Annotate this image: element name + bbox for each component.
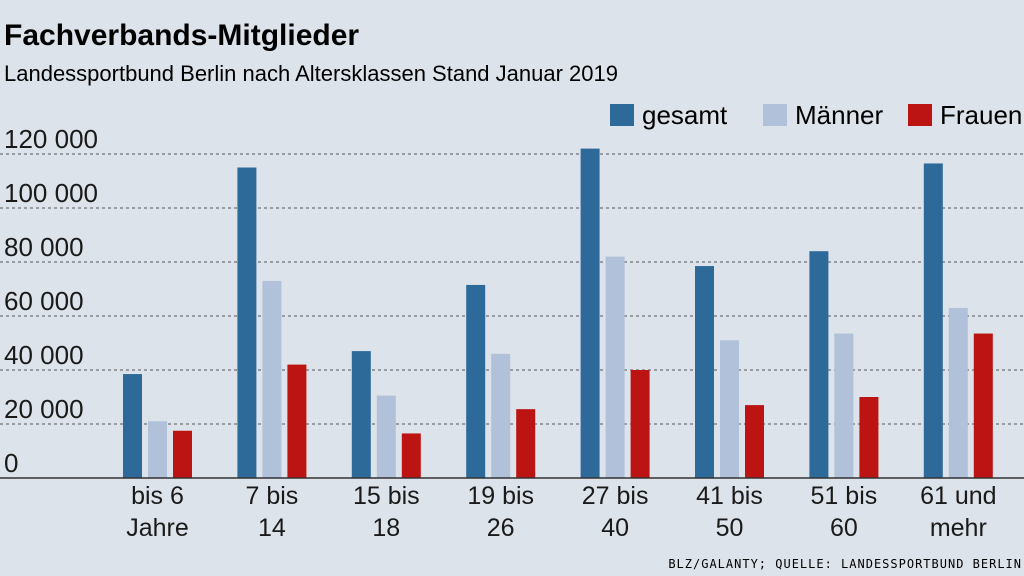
- x-category-label: 51 bis: [811, 482, 878, 510]
- y-tick-label: 80 000: [4, 232, 84, 262]
- bar-frauen: [287, 364, 307, 478]
- bar-gesamt: [237, 167, 257, 478]
- x-category-label: 7 bis: [245, 482, 298, 510]
- bars: [123, 148, 993, 478]
- x-category-label: 40: [601, 514, 629, 542]
- bar-frauen: [859, 397, 879, 478]
- x-category-label: 61 und: [920, 482, 996, 510]
- bar-gesamt: [695, 266, 714, 478]
- x-category-label: 41 bis: [696, 482, 763, 510]
- bar-frauen: [516, 409, 536, 478]
- bar-frauen: [401, 433, 421, 478]
- y-tick-label: 0: [4, 448, 18, 478]
- y-tick-label: 100 000: [4, 178, 98, 208]
- y-tick-label: 60 000: [4, 286, 84, 316]
- x-category-label: 60: [830, 514, 858, 542]
- bar-gesamt: [351, 351, 371, 478]
- bar-frauen: [745, 405, 764, 478]
- bar-maenner: [148, 421, 167, 478]
- y-tick-label: 40 000: [4, 340, 84, 370]
- x-category-label: 50: [716, 514, 744, 542]
- bar-maenner: [720, 340, 739, 478]
- x-category-label: bis 6: [131, 482, 184, 510]
- bar-frauen: [630, 370, 650, 478]
- bar-frauen: [973, 333, 993, 478]
- gridlines: [0, 153, 1024, 425]
- bar-maenner: [834, 333, 854, 478]
- bar-frauen: [173, 430, 192, 478]
- x-category-label: 15 bis: [353, 482, 420, 510]
- bar-gesamt: [123, 374, 142, 478]
- legend-label-maenner: Männer: [795, 100, 883, 130]
- y-axis-ticks: 0 20 000 40 000 60 000 80 000 100 000 120 000: [4, 124, 98, 478]
- source-credit: BLZ/GALANTY; QUELLE: LANDESSPORTBUND BER…: [668, 557, 1022, 571]
- chart-title: Fachverbands-Mitglieder: [4, 19, 359, 52]
- bar-maenner: [491, 353, 511, 478]
- bar-maenner: [948, 307, 968, 478]
- x-category-label: 27 bis: [582, 482, 649, 510]
- legend: gesamt Männer Frauen: [610, 100, 1022, 130]
- legend-label-frauen: Frauen: [940, 100, 1022, 130]
- bar-gesamt: [809, 251, 829, 478]
- bar-gesamt: [580, 148, 600, 478]
- legend-label-gesamt: gesamt: [642, 100, 728, 130]
- x-category-label: mehr: [930, 514, 987, 542]
- bar-maenner: [376, 395, 396, 478]
- legend-swatch-frauen: [908, 104, 932, 126]
- x-category-label: 14: [258, 514, 286, 542]
- bar-maenner: [605, 256, 625, 478]
- legend-swatch-maenner: [763, 104, 787, 126]
- bar-gesamt: [923, 163, 943, 478]
- legend-swatch-gesamt: [610, 104, 634, 126]
- x-category-label: 26: [487, 514, 515, 542]
- bar-maenner: [262, 280, 282, 478]
- y-tick-label: 20 000: [4, 394, 84, 424]
- y-tick-label: 120 000: [4, 124, 98, 154]
- x-axis-labels: bis 6 Jahre 7 bis 14 15 bis 18 19 bis 26 27 bis 4…: [126, 482, 996, 542]
- x-category-label: Jahre: [126, 514, 189, 542]
- bar-gesamt: [466, 284, 486, 478]
- x-category-label: 19 bis: [467, 482, 534, 510]
- chart-subtitle: Landessportbund Berlin nach Altersklasse…: [4, 61, 618, 86]
- x-category-label: 18: [372, 514, 400, 542]
